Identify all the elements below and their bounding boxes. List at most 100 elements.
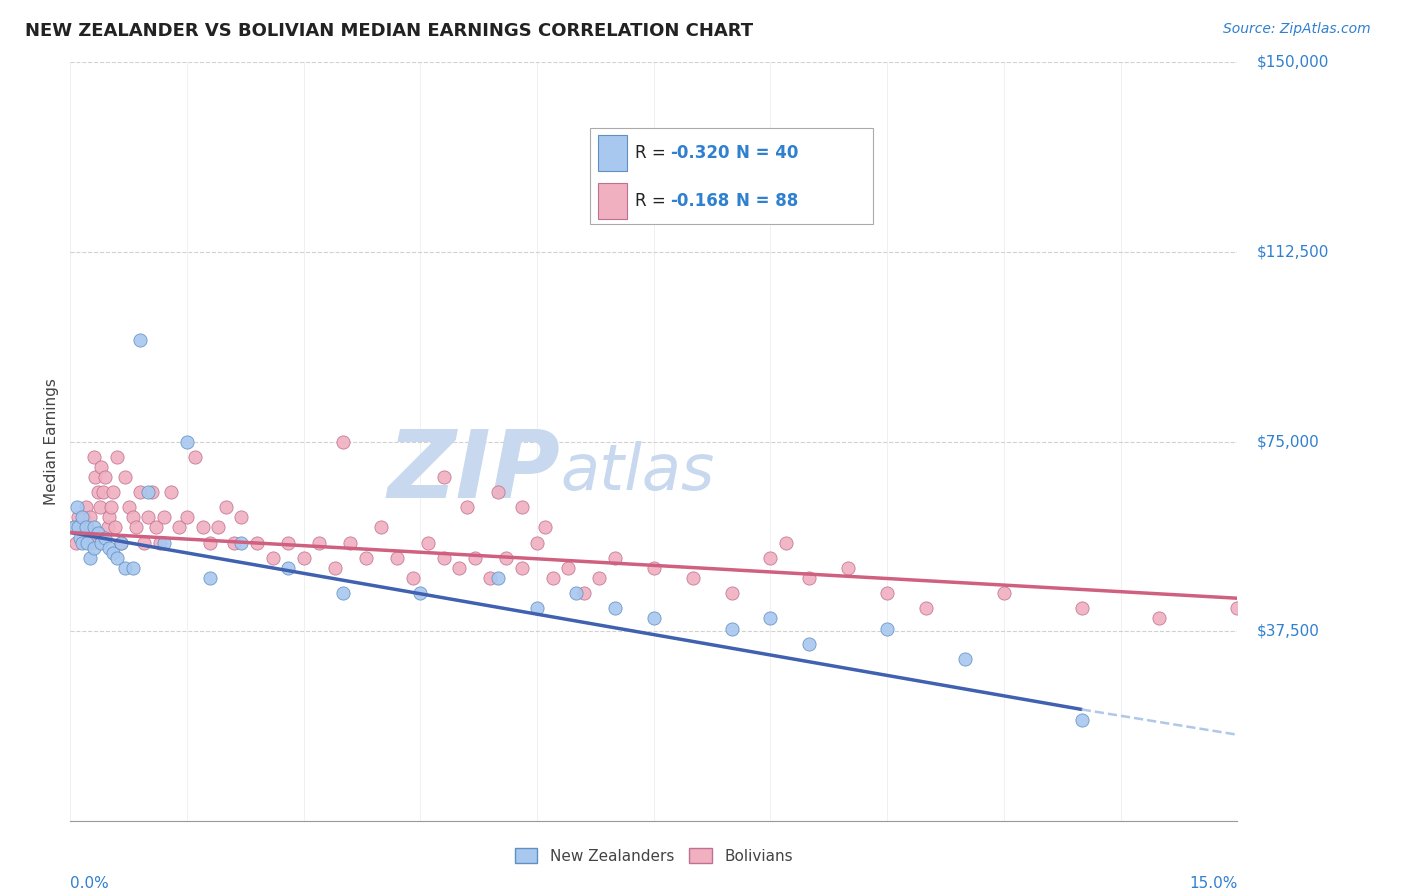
Text: atlas: atlas bbox=[561, 441, 714, 503]
Point bbox=[262, 550, 284, 565]
Legend: New Zealanders, Bolivians: New Zealanders, Bolivians bbox=[509, 842, 799, 870]
Text: 15.0%: 15.0% bbox=[1189, 876, 1237, 891]
Point bbox=[129, 485, 152, 500]
Text: N = 40: N = 40 bbox=[737, 144, 799, 162]
Point bbox=[65, 500, 87, 515]
Point bbox=[79, 550, 101, 565]
Text: R =: R = bbox=[636, 144, 671, 162]
Point bbox=[65, 535, 87, 549]
Point bbox=[191, 520, 214, 534]
Point bbox=[73, 510, 96, 524]
Point bbox=[110, 535, 132, 549]
Point bbox=[456, 500, 478, 515]
Point bbox=[67, 510, 90, 524]
Point bbox=[332, 586, 354, 600]
Point bbox=[222, 535, 245, 549]
Point bbox=[94, 531, 117, 545]
Point bbox=[643, 611, 665, 625]
Point bbox=[915, 601, 938, 615]
Text: 0.0%: 0.0% bbox=[70, 876, 110, 891]
Point bbox=[277, 535, 299, 549]
Point bbox=[86, 485, 108, 500]
Point bbox=[572, 586, 595, 600]
Point bbox=[63, 520, 86, 534]
Point bbox=[682, 571, 704, 585]
Point bbox=[105, 450, 128, 464]
Point bbox=[152, 510, 174, 524]
Point bbox=[1226, 601, 1249, 615]
Point bbox=[97, 520, 120, 534]
Point bbox=[332, 434, 354, 449]
Point bbox=[643, 561, 665, 575]
Point bbox=[486, 571, 509, 585]
Point bbox=[323, 561, 346, 575]
Point bbox=[141, 485, 163, 500]
Point bbox=[69, 531, 91, 545]
Point bbox=[200, 571, 222, 585]
Point bbox=[292, 550, 315, 565]
Point bbox=[603, 550, 626, 565]
Point bbox=[91, 485, 114, 500]
Point bbox=[603, 601, 626, 615]
Point bbox=[101, 546, 124, 560]
Point bbox=[160, 485, 183, 500]
Point bbox=[449, 561, 471, 575]
Point bbox=[1070, 713, 1092, 727]
Point bbox=[541, 571, 564, 585]
Point bbox=[370, 520, 392, 534]
Point bbox=[79, 510, 101, 524]
Point bbox=[837, 561, 859, 575]
Point bbox=[104, 520, 127, 534]
Text: Source: ZipAtlas.com: Source: ZipAtlas.com bbox=[1223, 22, 1371, 37]
Point bbox=[100, 500, 122, 515]
Point bbox=[759, 611, 782, 625]
Point bbox=[207, 520, 229, 534]
Point bbox=[167, 520, 190, 534]
Point bbox=[1149, 611, 1171, 625]
Point bbox=[953, 652, 976, 666]
Point bbox=[200, 535, 222, 549]
Point bbox=[246, 535, 269, 549]
Text: -0.320: -0.320 bbox=[671, 144, 730, 162]
Point bbox=[231, 510, 253, 524]
Point bbox=[121, 561, 143, 575]
Point bbox=[876, 586, 898, 600]
Point bbox=[94, 470, 117, 484]
Point bbox=[83, 520, 105, 534]
Text: $112,500: $112,500 bbox=[1257, 244, 1329, 260]
Point bbox=[114, 561, 136, 575]
Point bbox=[76, 535, 98, 549]
Point bbox=[70, 510, 93, 524]
Point bbox=[98, 510, 121, 524]
Text: ZIP: ZIP bbox=[388, 425, 561, 518]
Point bbox=[152, 535, 174, 549]
Point bbox=[495, 550, 517, 565]
Point bbox=[83, 541, 105, 555]
Point bbox=[354, 550, 377, 565]
Point bbox=[75, 520, 97, 534]
Y-axis label: Median Earnings: Median Earnings bbox=[44, 378, 59, 505]
Point bbox=[526, 535, 548, 549]
Text: N = 88: N = 88 bbox=[737, 192, 799, 211]
Point bbox=[114, 470, 136, 484]
Point bbox=[184, 450, 207, 464]
Point bbox=[83, 450, 105, 464]
Point bbox=[385, 550, 408, 565]
Point bbox=[129, 334, 152, 348]
Point bbox=[86, 525, 108, 540]
Text: $75,000: $75,000 bbox=[1257, 434, 1319, 449]
Point bbox=[231, 535, 253, 549]
Point bbox=[409, 586, 432, 600]
Point bbox=[69, 520, 91, 534]
Point bbox=[215, 500, 238, 515]
Point bbox=[510, 500, 533, 515]
Point bbox=[176, 434, 198, 449]
Point bbox=[98, 541, 121, 555]
Text: $150,000: $150,000 bbox=[1257, 55, 1329, 70]
Point bbox=[70, 535, 93, 549]
Point bbox=[557, 561, 579, 575]
Point bbox=[110, 535, 132, 549]
Point bbox=[1070, 601, 1092, 615]
Point bbox=[63, 520, 86, 534]
Point bbox=[799, 571, 821, 585]
